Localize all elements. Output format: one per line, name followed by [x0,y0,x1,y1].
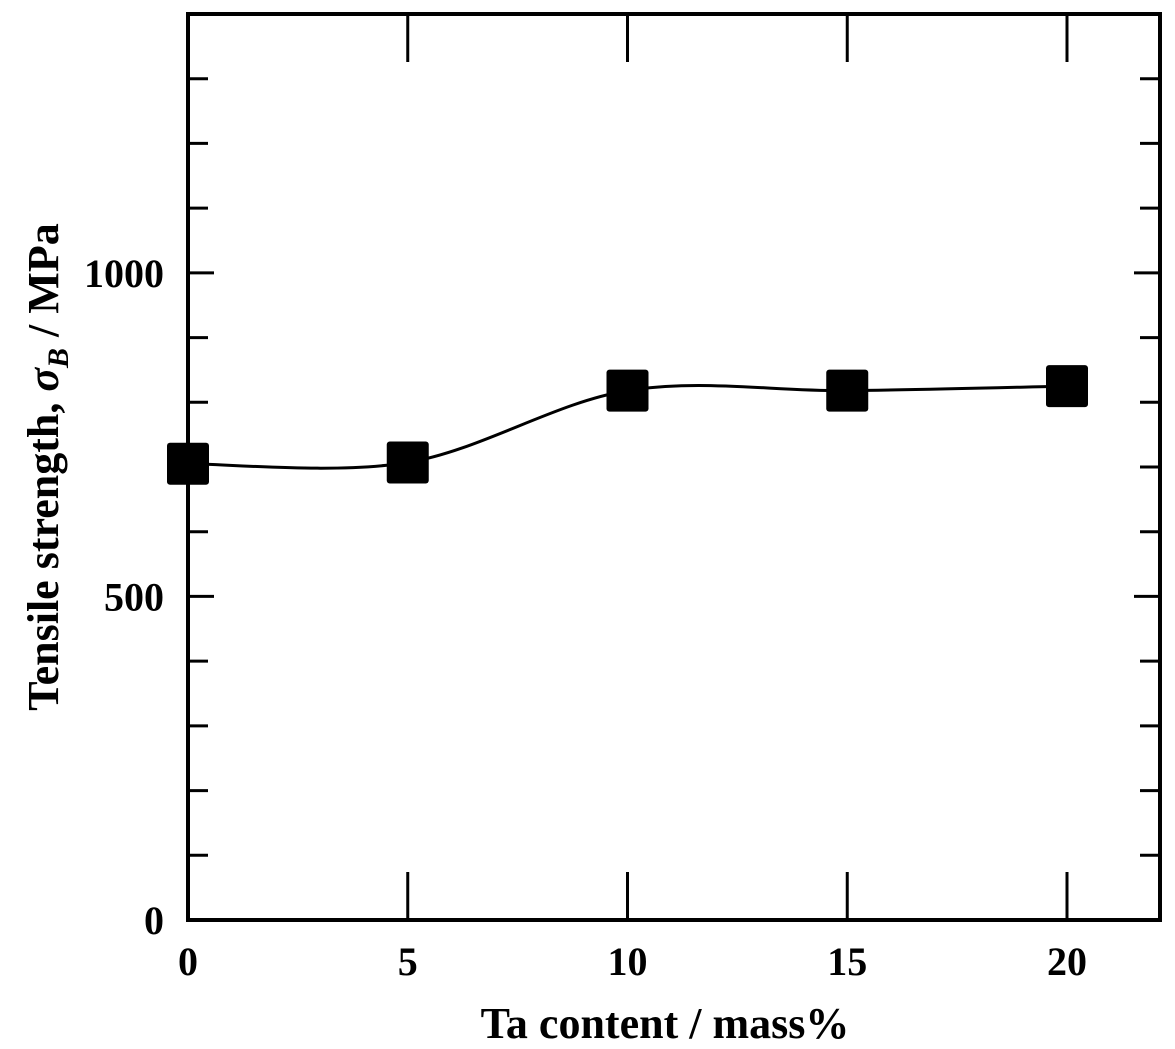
data-point [606,369,649,412]
data-point [826,369,869,412]
x-tick-label: 5 [398,939,418,984]
data-point [1046,365,1088,408]
y-axis-title-subscript: B [42,348,75,369]
y-axis-title-suffix: / MPa [19,223,68,348]
x-tick-label: 20 [1047,939,1087,984]
data-markers [167,365,1088,485]
y-axis-title-prefix: Tensile strength, [19,392,68,711]
x-axis-title: Ta content / mass% [481,999,850,1048]
x-tick-label: 0 [178,939,198,984]
tick-labels: 0 5 10 15 20 0 500 1000 [84,251,1087,984]
data-point [167,442,209,485]
y-axis-title-symbol: σ [19,367,68,392]
y-axis-title: Tensile strength, σB / MPa [19,223,75,710]
y-tick-label: 0 [144,898,164,943]
y-tick-label: 500 [104,574,164,619]
y-tick-label: 1000 [84,251,164,296]
x-tick-label: 15 [827,939,867,984]
data-point [386,441,429,484]
x-tick-label: 10 [608,939,648,984]
